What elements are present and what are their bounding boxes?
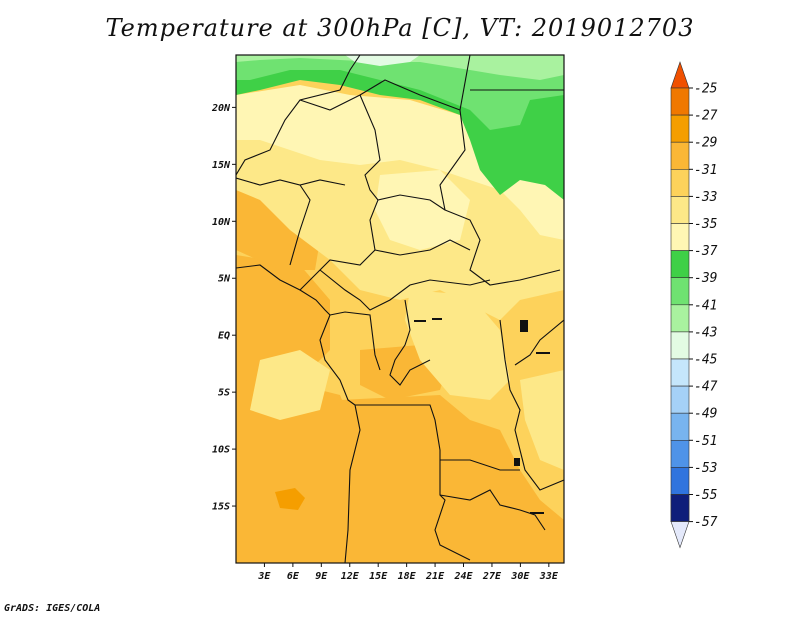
colorbar-bottom-triangle [670,521,690,549]
lat-tick-label: 5S [218,388,230,399]
lon-tick-label: 15E [369,571,388,582]
colorbar-label: -55 [694,488,718,503]
lon-tick-label: 6E [287,571,300,582]
lat-tick-label: 20N [211,103,231,114]
lon-tick-label: 30E [510,571,530,582]
colorbar-bottom-swatch [670,494,690,522]
lon-tick-label: 24E [453,571,473,582]
lat-tick-label: 10S [212,445,230,456]
lon-tick-label: 18E [398,571,417,582]
lat-tick-label: 10N [212,217,231,228]
colorbar-swatch [670,141,690,170]
colorbar-swatch [670,196,690,224]
colorbar-swatch [670,277,690,306]
colorbar-label: -31 [694,163,717,178]
lon-tick-label: 12E [341,571,360,582]
colorbar-label: -57 [694,515,718,530]
colorbar-label: -29 [694,136,717,151]
water-body-marks [414,318,550,514]
temperature-field [236,55,564,563]
lat-tick-label: 15S [212,502,230,513]
colorbar-swatch [670,412,690,441]
country-borders [236,55,564,563]
colorbar-swatch [670,304,690,333]
colorbar-label: -49 [694,407,717,422]
lon-tick-label: 3E [257,571,271,582]
colorbar: -25 -27 -29 -31 -33 -35 -37 -39 -41 -43 -45 -47 -49 -… [670,61,718,549]
colorbar-swatch [670,358,690,387]
lon-tick-label: 21E [425,571,445,582]
colorbar-swatch [670,87,690,116]
credit-label: GrADS: IGES/COLA [4,603,101,614]
lon-tick-label: 9E [315,571,328,582]
colorbar-label: -33 [694,190,717,205]
colorbar-label: -53 [694,461,717,476]
colorbar-swatch [670,114,690,143]
colorbar-swatch [670,250,690,279]
colorbar-label: -39 [694,271,717,286]
colorbar-label: -41 [694,298,717,313]
colorbar-swatch [670,385,690,414]
colorbar-swatch [670,169,690,197]
colorbar-top-triangle [670,61,690,89]
colorbar-label: -51 [694,434,717,449]
colorbar-swatch [670,331,690,360]
colorbar-label: -47 [694,380,718,395]
colorbar-label: -43 [694,325,717,340]
colorbar-label: -35 [694,217,718,232]
axes: 20N 15N 10N 5N EQ 5S 10S 15S 3E 6E 9E 12E 15E 18E 21E 2… [211,103,559,582]
colorbar-label: -45 [694,353,718,368]
lon-tick-label: 27E [482,571,502,582]
lon-tick-label: 33E [539,571,559,582]
map-title: Temperature at 300hPa [C], VT: 201901270… [105,14,695,42]
plot-frame [235,54,565,564]
colorbar-swatch [670,223,690,251]
lat-tick-label: 15N [212,160,231,171]
colorbar-label: -27 [694,109,718,124]
colorbar-swatch [670,439,690,468]
colorbar-swatch [670,467,690,495]
colorbar-label: -25 [694,82,718,97]
colorbar-label: -37 [694,244,718,259]
lat-tick-label: EQ [218,331,230,342]
lat-tick-label: 5N [218,274,231,285]
